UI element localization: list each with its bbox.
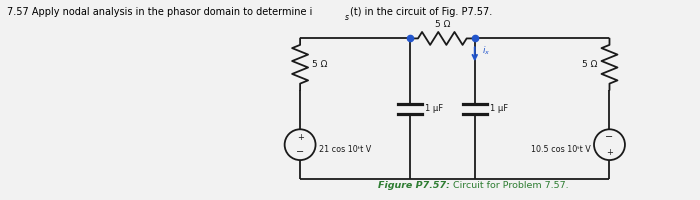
Text: $i_x$: $i_x$ [482, 44, 490, 57]
Text: s: s [344, 13, 349, 22]
Text: +: + [297, 133, 304, 142]
Text: +: + [606, 148, 613, 157]
Text: (t) in the circuit of Fig. P7.57.: (t) in the circuit of Fig. P7.57. [350, 7, 492, 17]
Text: 1 μF: 1 μF [490, 104, 507, 113]
Text: 7.57 Apply nodal analysis in the phasor domain to determine i: 7.57 Apply nodal analysis in the phasor … [7, 7, 312, 17]
Text: 5 Ω: 5 Ω [582, 60, 598, 69]
Text: Circuit for Problem 7.57.: Circuit for Problem 7.57. [450, 181, 568, 190]
Text: 5 Ω: 5 Ω [312, 60, 328, 69]
Text: 21 cos 10ᵗt V: 21 cos 10ᵗt V [319, 145, 371, 154]
Text: Figure P7.57:: Figure P7.57: [378, 181, 450, 190]
Text: −: − [606, 132, 613, 142]
Text: 5 Ω: 5 Ω [435, 20, 450, 29]
Text: −: − [296, 147, 304, 157]
Text: 10.5 cos 10ᵗt V: 10.5 cos 10ᵗt V [531, 145, 591, 154]
Text: 1 μF: 1 μF [425, 104, 443, 113]
